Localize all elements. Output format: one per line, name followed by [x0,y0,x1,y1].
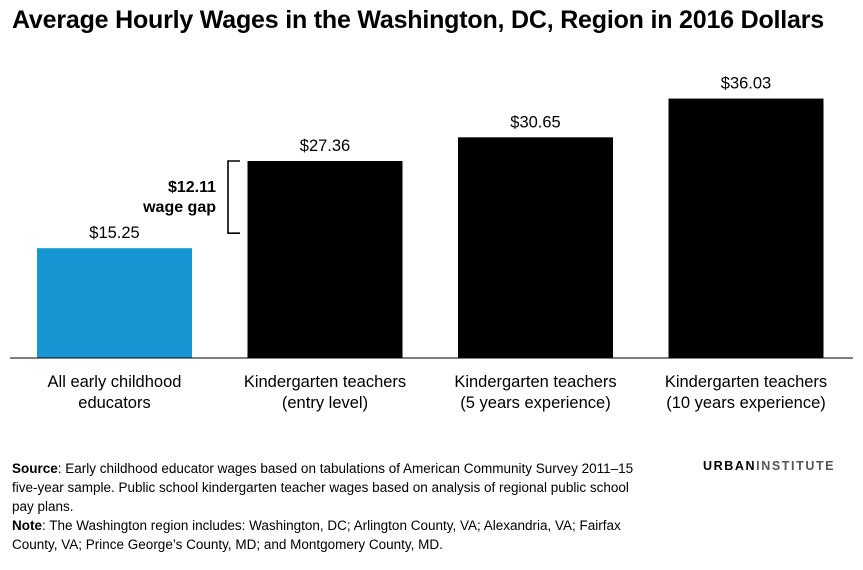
category-label-4-line-2: (10 years experience) [666,394,826,412]
bar-4 [668,98,824,359]
note-text: : The Washington region includes: Washin… [12,518,621,552]
category-label-1-line-2: educators [78,394,150,412]
bar-value-label-4: $36.03 [721,75,771,93]
bar-chart: $15.25 All early childhood educators $27.36… [10,75,853,412]
logo-part-urban: URBAN [703,459,757,473]
source-text: : Early childhood educator wages based o… [12,461,634,514]
bar-1 [37,248,192,358]
category-label-1-line-1: All early childhood [48,373,182,391]
category-label-3-line-2: (5 years experience) [460,394,610,412]
category-label-2-line-1: Kindergarten teachers [244,373,406,391]
bar-value-label-1: $15.25 [89,224,139,242]
category-label-4-line-1: Kindergarten teachers [665,373,827,391]
urban-institute-logo: URBANINSTITUTE [703,459,835,473]
bar-2 [247,161,403,358]
bar-value-label-3: $30.65 [510,113,560,131]
bar-value-label-2: $27.36 [300,137,350,155]
bar-3 [458,137,613,358]
category-label-3-line-1: Kindergarten teachers [454,373,616,391]
chart-title: Average Hourly Wages in the Washington, … [12,6,824,34]
category-label-2-line-2: (entry level) [282,394,368,412]
source-label: Source [12,461,58,476]
note-label: Note [12,518,42,533]
logo-part-institute: INSTITUTE [756,459,836,473]
chart-footer: Source: Early childhood educator wages b… [12,459,652,554]
wage-gap-text: wage gap [142,199,216,216]
source-note: Source: Early childhood educator wages b… [12,459,652,516]
wage-gap-bracket [227,160,240,234]
wage-gap-amount: $12.11 [168,179,216,196]
note: Note: The Washington region includes: Wa… [12,516,652,554]
